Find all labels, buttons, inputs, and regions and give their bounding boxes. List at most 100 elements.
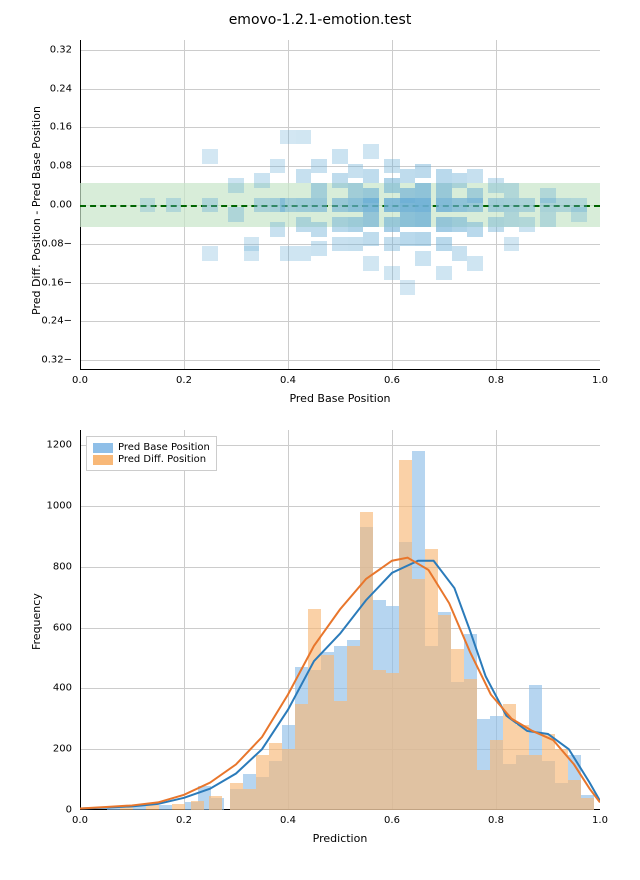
density-cell [415,251,431,266]
density-cell [504,212,520,227]
density-cell [488,178,504,193]
grid-line [80,127,600,128]
density-cell [202,149,218,164]
xtick-label: 0.4 [280,375,296,386]
density-cell [436,183,452,198]
density-cell [504,237,520,252]
density-cell [270,159,286,174]
xtick-label: 0.4 [280,815,296,826]
xtick-label: 0.0 [72,815,88,826]
density-cell [270,222,286,237]
density-cell [363,144,379,159]
density-cell [348,164,364,179]
density-cell [467,256,483,271]
density-cell [384,159,400,174]
density-cell [363,169,379,184]
density-cell [519,198,535,213]
grid-line [80,283,600,284]
density-cell [436,169,452,184]
density-cell [332,217,348,232]
density-cell [436,266,452,281]
density-cell [467,198,483,213]
xtick-label: 0.6 [384,815,400,826]
density-cell [415,164,431,179]
density-cell [384,178,400,193]
density-cell [296,130,312,145]
legend-label: Pred Diff. Position [118,454,206,465]
density-cell [254,198,270,213]
grid-line [80,50,600,51]
density-cell [363,198,379,213]
density-cell [488,198,504,213]
density-cell [400,232,416,247]
density-cell [400,198,416,213]
legend-item: Pred Base Position [93,442,210,453]
density-cell [540,198,556,213]
density-cell [296,198,312,213]
density-cell [384,237,400,252]
xtick-label: 0.2 [176,375,192,386]
grid-line [80,321,600,322]
density-cell [400,280,416,295]
kde-line [80,558,600,809]
density-cell [415,232,431,247]
density-cell [280,130,296,145]
density-cell [348,198,364,213]
bottom-histogram-plot: Pred Base PositionPred Diff. Position [80,430,600,810]
density-cell [384,217,400,232]
xtick-label: 0.0 [72,375,88,386]
density-cell [311,222,327,237]
density-cell [140,198,156,213]
legend-item: Pred Diff. Position [93,454,210,465]
density-cell [311,241,327,256]
density-cell [452,246,468,261]
xtick-label: 0.2 [176,815,192,826]
density-cell [228,207,244,222]
density-cell [348,237,364,252]
density-cell [384,198,400,213]
density-cell [436,237,452,252]
top-scatter-plot [80,40,600,370]
top-xlabel: Pred Base Position [289,392,390,405]
density-cell [415,183,431,198]
density-cell [202,198,218,213]
density-cell [280,198,296,213]
legend-label: Pred Base Position [118,442,210,453]
density-cell [363,256,379,271]
legend-swatch [93,455,113,465]
density-cell [504,198,520,213]
xtick-label: 0.6 [384,375,400,386]
density-cell [332,149,348,164]
kde-line [80,561,600,809]
density-cell [488,217,504,232]
xtick-label: 0.8 [488,815,504,826]
bottom-ylabel: Frequency [30,593,43,650]
grid-line [80,89,600,90]
density-cell [166,198,182,213]
density-cell [332,173,348,188]
density-cell [311,198,327,213]
density-cell [452,173,468,188]
bottom-xlabel: Prediction [313,832,368,845]
density-cell [348,183,364,198]
density-cell [363,232,379,247]
density-cell [436,198,452,213]
density-cell [311,183,327,198]
density-cell [296,169,312,184]
legend-swatch [93,443,113,453]
density-cell [540,212,556,227]
density-cell [400,212,416,227]
xtick-label: 0.8 [488,375,504,386]
legend: Pred Base PositionPred Diff. Position [86,436,217,471]
xtick-label: 1.0 [592,815,608,826]
density-cell [519,217,535,232]
figure: emovo-1.2.1-emotion.test Pred Base Posit… [0,0,640,880]
density-cell [504,183,520,198]
density-cell [400,169,416,184]
density-cell [384,266,400,281]
density-cell [571,207,587,222]
density-cell [228,178,244,193]
density-cell [452,198,468,213]
density-cell [202,246,218,261]
density-cell [467,169,483,184]
